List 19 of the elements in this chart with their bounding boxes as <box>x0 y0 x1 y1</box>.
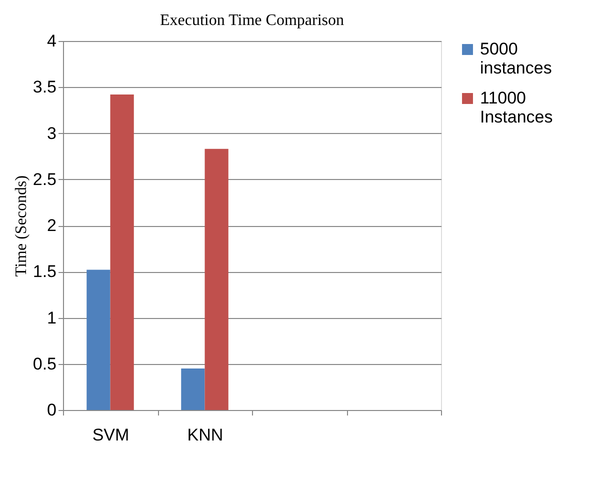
y-tick-label: 1 <box>47 308 56 328</box>
x-tick-label: SVM <box>92 426 130 444</box>
y-tick-label: 2.5 <box>32 170 56 189</box>
y-tick-label: 0.5 <box>32 354 56 374</box>
bar <box>110 94 134 410</box>
y-tick-label: 0 <box>47 400 56 420</box>
y-tick-label: 2 <box>47 216 56 235</box>
y-tick-label: 4 <box>47 32 56 50</box>
y-axis-title: Time (Seconds) <box>12 175 30 277</box>
y-tick-label: 3 <box>47 124 56 143</box>
y-tick-label: 3.5 <box>32 78 56 97</box>
chart-title: Execution Time Comparison <box>160 12 344 29</box>
bar <box>204 148 228 410</box>
bar <box>86 270 110 410</box>
x-tick-label: KNN <box>187 426 224 444</box>
legend-label: 5000 instances <box>480 40 552 78</box>
bar <box>181 368 205 410</box>
y-tick-label: 1.5 <box>32 262 56 282</box>
legend-label: 11000 Instances <box>480 88 553 126</box>
